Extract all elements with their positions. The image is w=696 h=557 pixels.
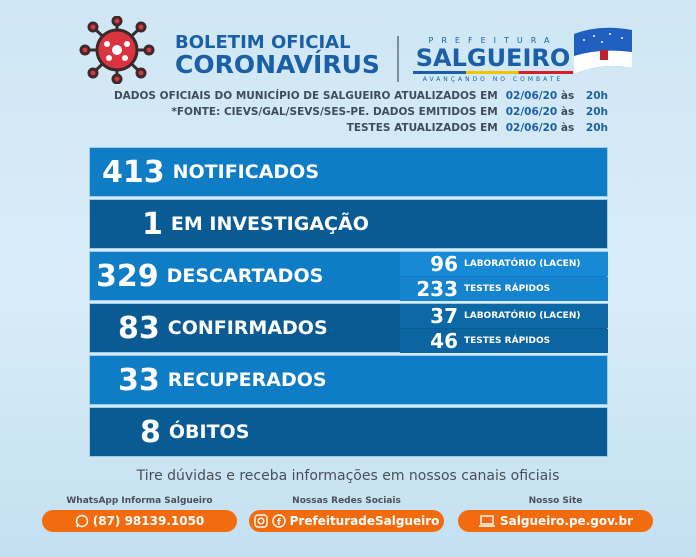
stat-label: ÓBITOS (168, 421, 250, 443)
stat-recuperados: 33 RECUPERADOS (89, 355, 608, 405)
sub-lab: 37 LABORATÓRIO (LACEN) (400, 304, 608, 328)
info-line: *FONTE: CIEVS/GAL/SEVS/SES-PE. DADOS EMI… (114, 104, 608, 120)
whatsapp-button[interactable]: (87) 98139.1050 (42, 510, 237, 532)
facebook-icon: f (271, 514, 286, 528)
stat-value: 33 (118, 362, 160, 398)
info-as: às (560, 90, 575, 102)
color-bar (413, 71, 573, 74)
city-flag-icon (574, 27, 632, 74)
stat-value: 8 (140, 414, 161, 450)
stat-value: 413 (102, 154, 165, 190)
channel-heading: Nossas Redes Sociais (292, 496, 401, 506)
sub-label: TESTES RÁPIDOS (464, 284, 551, 294)
stat-investigacao: 1 EM INVESTIGAÇÃO (89, 199, 608, 249)
pref-label: PREFEITURA (428, 36, 558, 45)
stat-descartados: 329 DESCARTADOS 96 LABORATÓRIO (LACEN) 233… (89, 251, 608, 301)
stat-label: RECUPERADOS (167, 369, 327, 391)
sub-lab: 96 LABORATÓRIO (LACEN) (400, 252, 608, 276)
stat-value: 83 (118, 310, 160, 346)
stat-label: NOTIFICADOS (172, 161, 320, 183)
stat-notificados: 413 NOTIFICADOS (89, 147, 608, 197)
tagline: Tire dúvidas e receba informações em nos… (136, 468, 560, 484)
info-time: 20h (585, 106, 608, 118)
whatsapp-channel: WhatsApp Informa Salgueiro (87) 98139.10… (42, 496, 237, 532)
social-button[interactable]: f PrefeituradeSalgueiro (249, 510, 444, 532)
title-line1: BOLETIM OFICIAL (175, 32, 351, 53)
header: BOLETIM OFICIAL CORONAVÍRUS PREFEITURA S… (70, 14, 640, 86)
info-date: 02/06/20 (505, 122, 558, 134)
channel-heading: WhatsApp Informa Salgueiro (66, 496, 213, 506)
sub-label: LABORATÓRIO (LACEN) (464, 259, 581, 269)
site-channel: Nosso Site Salgueiro.pe.gov.br (458, 496, 653, 532)
prefeitura-logo: PREFEITURA SALGUEIRO AVANÇANDO NO COMBAT… (413, 36, 573, 83)
svg-text:f: f (277, 518, 281, 528)
stat-label: CONFIRMADOS (167, 317, 328, 339)
instagram-icon (253, 514, 268, 528)
whatsapp-icon (75, 514, 88, 528)
whatsapp-number: (87) 98139.1050 (92, 514, 205, 528)
info-text: DADOS OFICIAIS DO MUNICÍPIO DE SALGUEIRO… (113, 90, 498, 102)
social-channel: Nossas Redes Sociais f PrefeituradeSalgu… (249, 496, 444, 532)
sub-rapid: 233 TESTES RÁPIDOS (400, 277, 608, 301)
info-line: DADOS OFICIAIS DO MUNICÍPIO DE SALGUEIRO… (114, 88, 608, 104)
sub-value: 233 (416, 277, 458, 301)
laptop-icon (479, 515, 495, 527)
info-text: TESTES ATUALIZADOS EM (346, 122, 498, 134)
stat-label: DESCARTADOS (166, 265, 324, 287)
info-as: às (560, 106, 575, 118)
info-line: TESTES ATUALIZADOS EM 02/06/20 às 20h (114, 120, 608, 136)
sub-label: LABORATÓRIO (LACEN) (464, 311, 581, 321)
stat-confirmados: 83 CONFIRMADOS 37 LABORATÓRIO (LACEN) 46 TE… (89, 303, 608, 353)
site-button[interactable]: Salgueiro.pe.gov.br (458, 510, 653, 532)
channel-heading: Nosso Site (528, 496, 583, 506)
slogan: AVANÇANDO NO COMBATE (422, 76, 564, 83)
site-url: Salgueiro.pe.gov.br (500, 514, 633, 528)
stat-value: 1 (142, 206, 163, 242)
info-as: às (560, 122, 575, 134)
bulletin-title: BOLETIM OFICIAL CORONAVÍRUS (175, 32, 380, 79)
sub-value: 46 (430, 329, 458, 353)
info-date: 02/06/20 (505, 106, 558, 118)
sub-value: 96 (430, 252, 458, 276)
update-info: DADOS OFICIAIS DO MUNICÍPIO DE SALGUEIRO… (114, 88, 608, 136)
info-date: 02/06/20 (505, 90, 558, 102)
social-handle: PrefeituradeSalgueiro (289, 514, 440, 528)
city-name: SALGUEIRO (415, 44, 571, 72)
title-line2: CORONAVÍRUS (175, 50, 380, 79)
divider (397, 36, 399, 82)
info-time: 20h (585, 90, 608, 102)
info-text: *FONTE: CIEVS/GAL/SEVS/SES-PE. DADOS EMI… (171, 106, 498, 118)
sub-rapid: 46 TESTES RÁPIDOS (400, 329, 608, 353)
virus-icon (79, 16, 155, 84)
info-time: 20h (585, 122, 608, 134)
stat-value: 329 (96, 258, 159, 294)
sub-value: 37 (430, 304, 458, 328)
stat-label: EM INVESTIGAÇÃO (170, 213, 369, 235)
sub-label: TESTES RÁPIDOS (464, 336, 551, 346)
stat-obitos: 8 ÓBITOS (89, 407, 608, 457)
